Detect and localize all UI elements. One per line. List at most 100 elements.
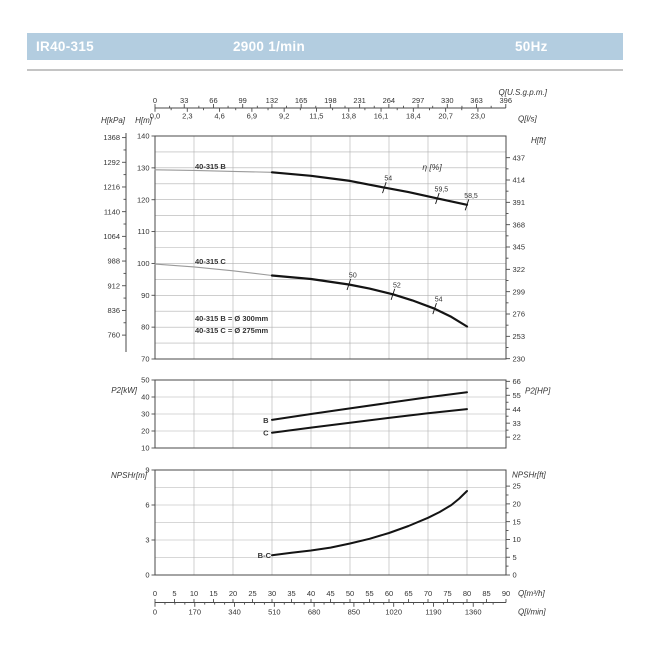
tick-label: 16,1: [374, 112, 389, 121]
tick-label: 10: [141, 444, 149, 453]
efficiency-value: 59,5: [435, 186, 449, 193]
tick-label: 140: [137, 132, 150, 141]
tick-label: 253: [513, 332, 526, 341]
tick-label: 0: [153, 96, 157, 105]
efficiency-axis-label: η [%]: [422, 162, 442, 172]
tick-label: 15: [209, 589, 217, 598]
tick-label: 110: [138, 227, 150, 236]
q-lmin-axis-label: Q[l/min]: [518, 608, 546, 617]
tick-label: 90: [141, 291, 149, 300]
tick-label: 25: [248, 589, 256, 598]
tick-label: 264: [383, 96, 396, 105]
power-curve-B: [271, 391, 468, 421]
tick-label: 988: [107, 257, 120, 266]
tick-label: 66: [209, 96, 217, 105]
efficiency-value: 54: [435, 297, 443, 304]
impeller-note-B: 40-315 B = Ø 300mm: [195, 314, 269, 323]
tick-label: 100: [137, 259, 150, 268]
tick-label: 396: [500, 96, 513, 105]
impeller-note-C: 40-315 C = Ø 275mm: [195, 326, 269, 335]
tick-label: 1064: [103, 232, 120, 241]
tick-label: 680: [308, 608, 321, 617]
pump-model: IR40-315: [36, 39, 94, 54]
efficiency-tick: [464, 199, 470, 211]
efficiency-tick: [432, 303, 437, 315]
npsh-plot-frame: [154, 469, 507, 576]
gpm-axis-label: Q[U.S.g.p.m.]: [499, 88, 548, 97]
tick-label: 4,6: [214, 112, 224, 121]
tick-label: 75: [443, 589, 451, 598]
tick-label: 90: [502, 589, 510, 598]
tick-label: 2,3: [182, 112, 192, 121]
npshr-m-axis-label: NPSHr[m]: [111, 471, 148, 480]
tick-label: 5: [513, 553, 517, 562]
npshr-ft-axis-label: NPSHr[ft]: [512, 471, 547, 480]
header-bar: IR40-315 2900 1/min 50Hz: [27, 33, 623, 60]
tick-label: 30: [141, 410, 149, 419]
tick-label: 340: [228, 608, 241, 617]
tick-label: 9: [145, 466, 149, 475]
bottom-flow-ruler: 0 5 10 15 20 25 30 35 40 45 50 55 60 65 70 75 80 85 900 170…: [153, 589, 546, 617]
tick-label: 45: [326, 589, 334, 598]
tick-label: 40: [307, 589, 315, 598]
tick-label: 132: [266, 96, 279, 105]
power-curve-label-B: B: [263, 416, 269, 425]
tick-label: 40: [141, 393, 149, 402]
power-plot: 50 40 30 20 10 P2[kW] 66 55 44 33 22 P2[HP] BC: [111, 376, 551, 453]
tick-label: 230: [513, 354, 526, 363]
tick-label: 60: [385, 589, 393, 598]
efficiency-tick: [382, 181, 387, 194]
tick-label: 510: [268, 608, 281, 617]
tick-label: 22: [513, 433, 521, 442]
tick-label: 1140: [104, 207, 120, 216]
tick-label: 23,0: [471, 112, 486, 121]
tick-label: 363: [470, 96, 483, 105]
tick-label: 299: [513, 287, 526, 296]
tick-label: 414: [513, 176, 526, 185]
q-m3h-axis-label: Q[m³/h]: [518, 589, 545, 598]
p2-kw-axis-label: P2[kW]: [111, 386, 138, 395]
tick-label: 836: [107, 306, 120, 315]
tick-label: 10: [513, 535, 521, 544]
tick-label: 6: [145, 501, 149, 510]
tick-label: 437: [513, 153, 526, 162]
pump-speed: 2900 1/min: [232, 39, 306, 54]
tick-label: 66: [513, 377, 521, 386]
tick-label: 70: [141, 355, 149, 364]
tick-label: 5: [172, 589, 176, 598]
head-plot-frame: [154, 135, 507, 360]
tick-label: 0: [513, 571, 517, 580]
tick-label: 55: [365, 589, 373, 598]
tick-label: 3: [145, 536, 149, 545]
tick-label: 20: [229, 589, 237, 598]
tick-label: 33: [513, 419, 521, 428]
power-curve-C: [271, 408, 468, 434]
tick-label: 15: [513, 517, 521, 526]
curve-40-315-C-thin: [154, 263, 273, 277]
efficiency-value: 58,5: [464, 193, 478, 200]
tick-label: 165: [295, 96, 308, 105]
pump-frequency: 50Hz: [515, 39, 548, 54]
tick-label: 1020: [385, 608, 402, 617]
tick-label: 0,0: [150, 112, 160, 121]
efficiency-tick: [390, 288, 396, 300]
tick-label: 231: [353, 96, 366, 105]
header-divider: [27, 69, 623, 71]
tick-label: 50: [346, 589, 354, 598]
tick-label: 1360: [465, 608, 482, 617]
tick-label: 345: [513, 243, 526, 252]
p2-hp-axis-label: P2[HP]: [525, 387, 551, 396]
tick-label: 35: [287, 589, 295, 598]
tick-label: 20,7: [438, 112, 453, 121]
tick-label: 30: [268, 589, 276, 598]
power-curve-label-C: C: [263, 429, 269, 438]
efficiency-tick: [346, 278, 352, 291]
tick-label: 55: [513, 391, 521, 400]
efficiency-tick: [435, 192, 440, 205]
tick-label: 0: [153, 608, 157, 617]
tick-label: 10: [190, 589, 198, 598]
tick-label: 850: [348, 608, 361, 617]
tick-label: 198: [324, 96, 337, 105]
h-ft-axis-label: H[ft]: [531, 136, 546, 145]
